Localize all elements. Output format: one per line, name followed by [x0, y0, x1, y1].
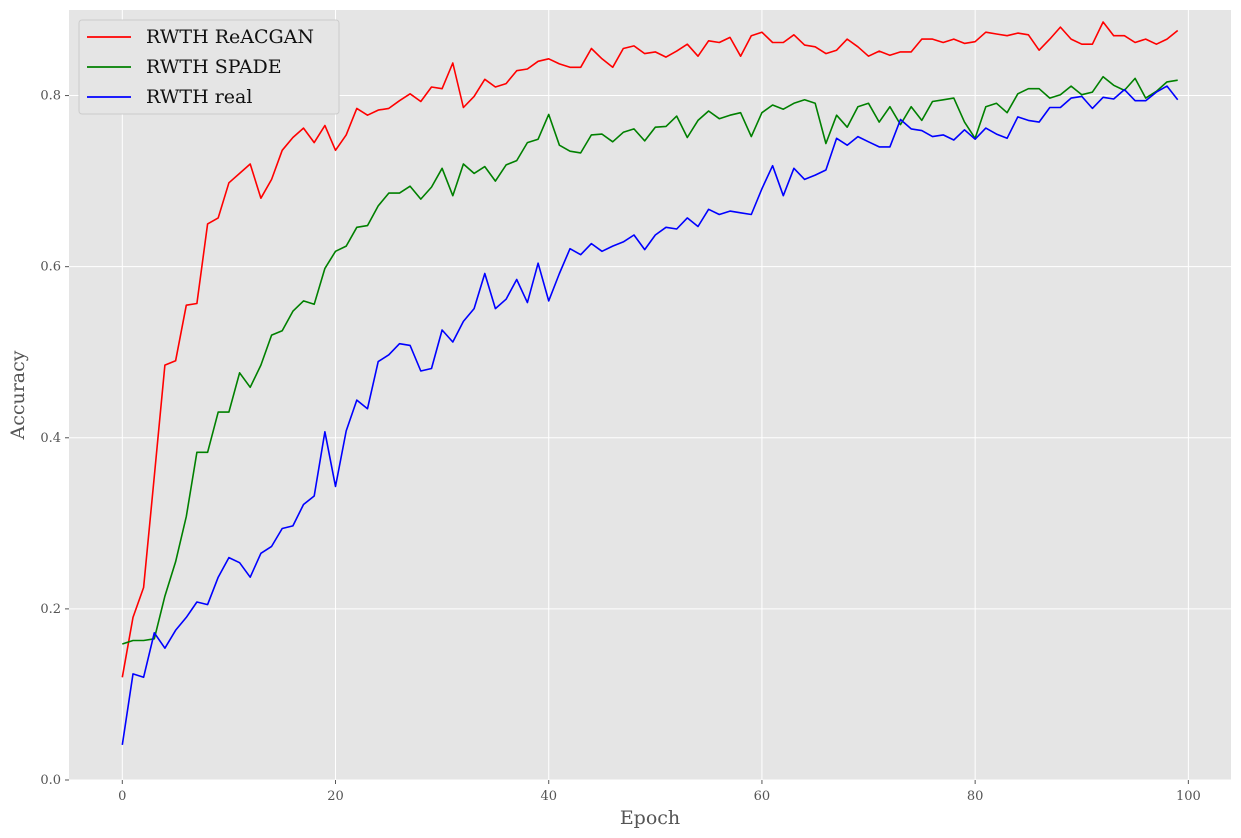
x-tick-label: 40 — [540, 789, 557, 804]
x-tick-label: 60 — [754, 789, 771, 804]
x-tick-label: 100 — [1176, 789, 1201, 804]
series-lines — [121, 21, 1179, 746]
legend-label: RWTH SPADE — [146, 56, 282, 78]
x-tick-label: 20 — [327, 789, 344, 804]
y-tick-label: 0.4 — [40, 431, 61, 446]
y-axis-label: Accuracy — [7, 350, 29, 440]
tick-labels: 0 20 40 60 80 100 0.0 0.2 0.4 0.6 0.8 — [40, 89, 1200, 804]
legend: RWTH ReACGAN RWTH SPADE RWTH real — [78, 19, 340, 115]
plot-area-background — [69, 10, 1231, 780]
legend-box — [78, 19, 340, 115]
series-line-rwth-reacgan — [121, 21, 1179, 678]
series-line-rwth-spade — [122, 75, 1178, 645]
x-tick-label: 80 — [967, 789, 984, 804]
y-tick-label: 0.0 — [40, 773, 61, 788]
x-tick-label: 0 — [118, 789, 126, 804]
x-axis-label: Epoch — [620, 807, 680, 829]
series-line-rwth-real — [121, 85, 1179, 746]
legend-label: RWTH ReACGAN — [146, 26, 314, 48]
y-tick-label: 0.8 — [40, 89, 61, 104]
legend-label: RWTH real — [146, 86, 252, 108]
y-tick-label: 0.2 — [40, 602, 61, 617]
y-tick-label: 0.6 — [40, 260, 61, 275]
